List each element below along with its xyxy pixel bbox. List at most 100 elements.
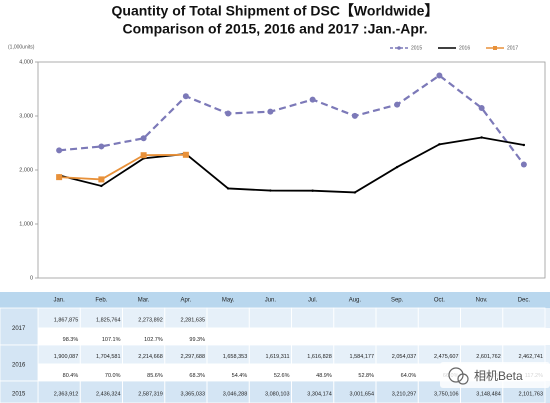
point [520,161,527,168]
y-unit: (1,000units) [8,44,35,50]
point [140,135,147,142]
legend-marker [397,46,401,50]
point [351,112,358,119]
point [394,101,401,108]
table-ratio: 54.4% [232,373,248,379]
table-value: 2,054,037 [392,354,416,360]
point [226,187,230,190]
table-ratio: 48.9% [316,373,332,379]
legend-marker [493,46,497,50]
plot [56,72,527,194]
table-value: 1,825,764 [96,317,120,323]
table-header: Jan. [53,298,65,304]
point [436,72,443,79]
table-header: Jul. [308,298,318,304]
table-value: 2,601,762 [476,354,500,360]
y-tick-label: 2,000 [19,167,33,173]
point [269,189,272,192]
point [56,174,63,181]
point [311,189,314,192]
point [395,165,399,169]
table-row-bg [38,308,550,328]
table-header: Dec. [518,298,531,304]
point [182,93,189,100]
y-tick-label: 0 [30,275,33,281]
table-ratio: 52.8% [358,373,374,379]
point [522,143,526,147]
watermark-icon [457,373,469,385]
point [98,143,105,150]
table-header: Apr. [181,298,192,304]
point [438,143,441,146]
table-header: Oct. [434,298,445,304]
table-value: 1,658,353 [223,354,247,360]
table-header: Jun. [265,298,277,304]
table-row-bg [38,364,550,381]
table-value: 2,214,668 [138,354,162,360]
table-ratio: 80.4% [63,373,79,379]
table-value: 1,616,828 [307,354,331,360]
table-ratio: 102.7% [144,337,163,343]
point [267,108,274,115]
table-label-bg [0,307,39,346]
table: Jan. Feb. Mar. Apr. May. Jun. Jul. Aug. Sep. Oct.… [0,292,550,403]
legend-label: 2015 [411,45,422,51]
table-value: 1,619,311 [265,354,289,360]
table-value: 3,001,654 [350,391,374,397]
table-value: 2,475,607 [434,354,458,360]
table-header-bg [0,292,550,308]
table-ratio: 98.3% [63,337,79,343]
point [353,191,357,194]
table-ratio: 85.6% [147,373,163,379]
table-value: 2,273,892 [138,317,162,323]
point [56,147,63,154]
table-value: 3,210,297 [392,391,416,397]
table-value: 3,046,288 [223,391,247,397]
table-header: Sep. [391,298,404,304]
point [225,110,232,117]
table-ratio: 107.1% [102,337,121,343]
table-value: 2,462,741 [519,354,543,360]
point [480,136,483,139]
legend-label: 2017 [507,45,518,51]
table-value: 3,080,103 [265,391,289,397]
y-tick-label: 1,000 [19,221,33,227]
table-value: 2,363,912 [54,391,78,397]
table-value: 2,587,319 [138,391,162,397]
watermark: 相机Beta [440,362,550,388]
point [98,176,105,183]
y-tick-label: 4,000 [19,59,33,65]
table-ratio: 99.3% [189,337,205,343]
table-header: Nov. [476,298,488,304]
point [140,152,147,159]
table-value: 2,436,324 [96,391,120,397]
table-ratio: 52.6% [274,373,290,379]
table-value: 3,365,033 [181,391,205,397]
table-value: 1,900,087 [54,354,78,360]
point [478,104,485,111]
table-value: 1,867,875 [54,317,78,323]
point [100,184,103,188]
table-row-label: 2017 [12,326,26,332]
table-ratio: 64.0% [401,373,417,379]
table-header: Aug. [349,298,362,304]
table-row-bg [38,328,550,345]
table-header: May. [222,298,235,304]
chart-title: Quantity of Total Shipment of DSC【Worldw… [112,3,439,19]
chart-subtitle: Comparison of 2015, 2016 and 2017 :Jan.-… [122,21,427,37]
table-row-label: 2016 [12,363,26,369]
table-ratio: 68.3% [189,373,205,379]
table-row-bg [38,381,550,403]
table-value: 3,148,484 [476,391,500,397]
point [309,96,316,103]
table-label-bg [0,380,39,403]
watermark-text: 相机Beta [474,369,523,383]
table-row-bg [38,345,550,364]
y-tick-label: 3,000 [19,113,33,119]
point [182,151,189,158]
table-header: Mar. [138,298,150,304]
table-label-bg [0,344,39,382]
table-row-label: 2015 [12,392,26,398]
series-line [59,74,525,166]
